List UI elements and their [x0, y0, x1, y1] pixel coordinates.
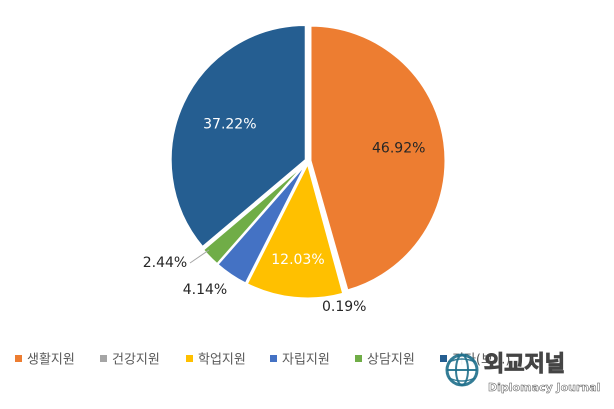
data-label-3: 12.03% [271, 252, 324, 268]
legend-swatch-5 [355, 355, 362, 362]
legend-label-2: 건강지원 [112, 353, 160, 368]
data-label-1: 46.92% [372, 140, 425, 156]
pie-slice-6 [169, 23, 307, 249]
watermark: 외교저널 Diplomacy Journal [445, 352, 601, 394]
data-label-6: 37.22% [203, 117, 256, 133]
leader-lines [189, 249, 210, 264]
legend-label-4: 자립지원 [282, 353, 330, 368]
legend-label-3: 학업지원 [198, 353, 246, 368]
leader-line-5 [189, 249, 210, 264]
pie-slices [169, 23, 447, 300]
data-label-5: 2.44% [143, 255, 187, 271]
legend-label-5: 상담지원 [367, 353, 415, 368]
pie-slice-3 [245, 160, 345, 300]
legend-swatch-2 [100, 355, 107, 362]
watermark-title: 외교저널 [484, 352, 565, 377]
legend-swatch-6 [440, 355, 447, 362]
watermark-subtitle: Diplomacy Journal [488, 381, 600, 394]
legend-swatch-1 [15, 355, 22, 362]
pie-slice-1 [309, 24, 447, 292]
legend-label-1: 생활지원 [27, 353, 75, 368]
pie-slice-5 [201, 161, 307, 266]
data-label-4: 4.14% [183, 282, 227, 298]
legend-swatch-3 [186, 355, 193, 362]
data-label-2: 0.19% [322, 299, 366, 315]
data-labels: 46.92% 0.19% 12.03% 4.14% 2.44% 37.22% [143, 117, 426, 315]
legend: 생활지원 건강지원 학업지원 자립지원 상담지원 기타(보...) [15, 353, 510, 368]
legend-swatch-4 [270, 355, 277, 362]
globe-logo-icon [445, 353, 479, 387]
